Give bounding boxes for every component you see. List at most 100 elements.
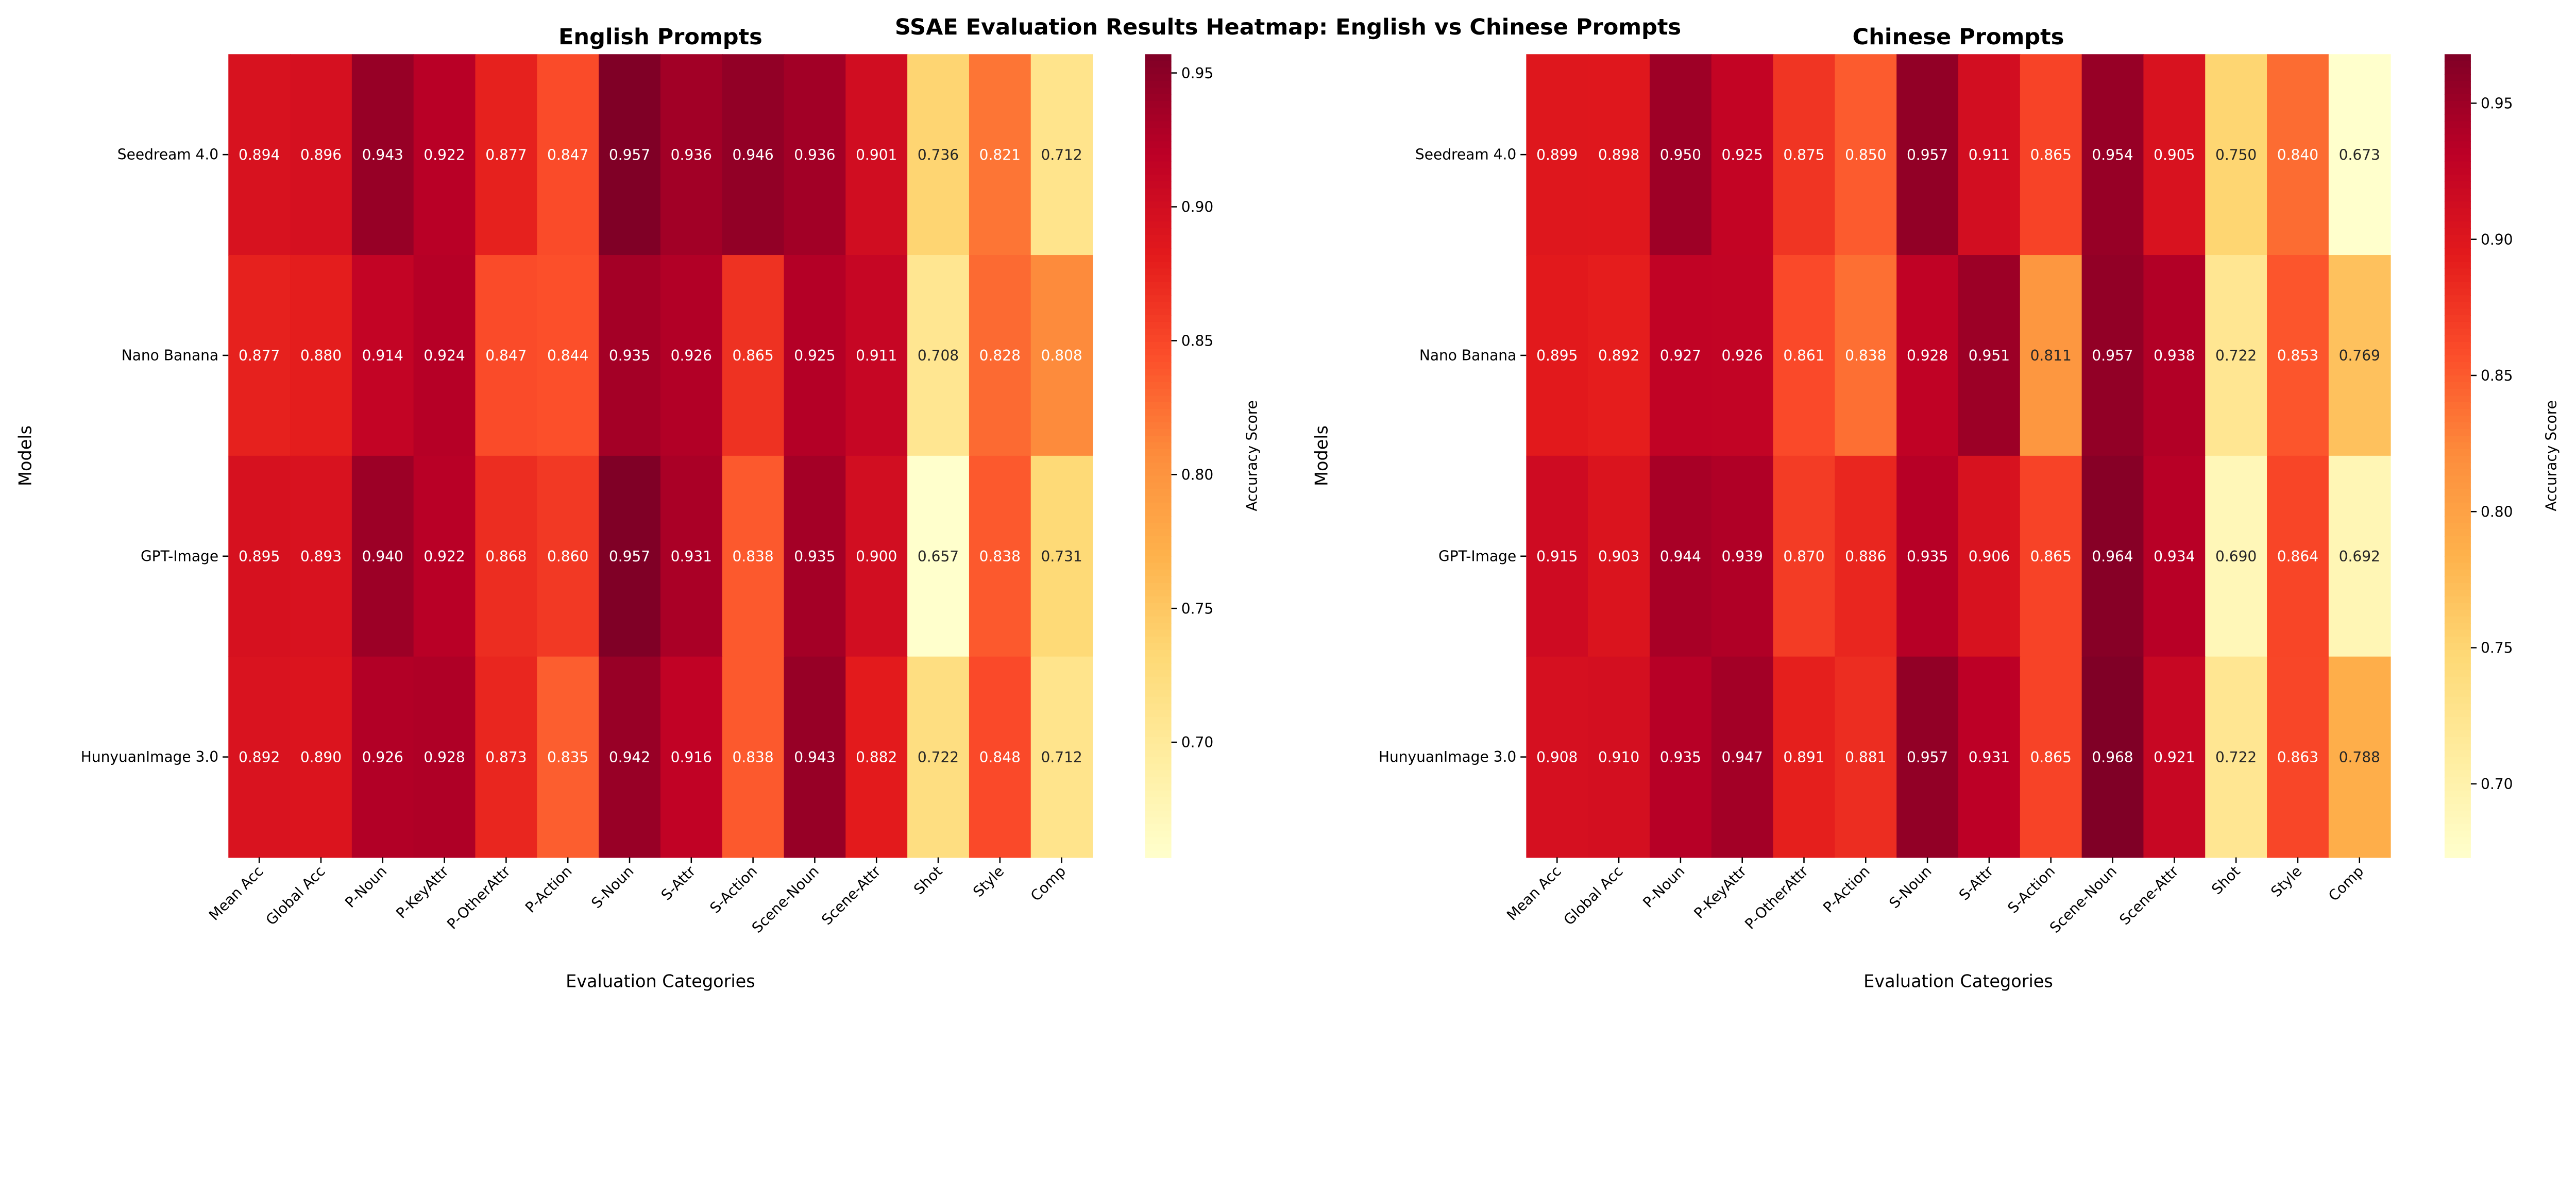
colorbar-segment	[2444, 629, 2471, 637]
cell-value-label: 0.911	[1969, 146, 2010, 163]
colorbar-segment	[2444, 382, 2471, 390]
heatmap-cell	[722, 54, 785, 256]
colorbar-segment	[1145, 415, 1172, 423]
heatmap-cell	[475, 455, 538, 657]
colorbar-segment	[2444, 341, 2471, 350]
y-tick-label: Seedream 4.0	[117, 146, 218, 163]
cell-value-label: 0.957	[1907, 749, 1948, 766]
colorbar-segment	[1145, 837, 1172, 845]
colorbar-segment	[2444, 723, 2471, 731]
colorbar-segment	[1145, 804, 1172, 811]
heatmap-cell	[1773, 656, 1836, 858]
heatmap-cell	[2081, 54, 2144, 256]
cell-value-label: 0.950	[1660, 146, 1701, 163]
colorbar-segment	[2444, 556, 2471, 564]
cell-value-label: 0.964	[2092, 548, 2133, 565]
colorbar-segment	[2444, 262, 2471, 269]
x-tick-label: Global Acc	[263, 863, 329, 929]
colorbar-segment	[2444, 609, 2471, 618]
heatmap-cell	[2143, 656, 2206, 858]
heatmap-cell	[1835, 656, 1897, 858]
figure-title: SSAE Evaluation Results Heatmap: English…	[895, 14, 1681, 40]
heatmap-cell	[2205, 255, 2267, 456]
heatmap-cell	[660, 255, 723, 456]
colorbar-segment	[1145, 596, 1172, 604]
colorbar-segment	[1145, 121, 1172, 129]
cell-value-label: 0.934	[2154, 548, 2195, 565]
cell-value-label: 0.891	[1783, 749, 1824, 766]
colorbar-segment	[2444, 422, 2471, 430]
colorbar-segment	[1145, 783, 1172, 791]
colorbar-segment	[1145, 134, 1172, 142]
colorbar-segment	[2444, 228, 2471, 236]
colorbar-segment	[2444, 643, 2471, 651]
colorbar-segment	[2444, 195, 2471, 202]
colorbar-segment	[1145, 710, 1172, 717]
cell-value-label: 0.938	[2154, 347, 2195, 364]
heatmap-cell	[413, 455, 476, 657]
cell-value-label: 0.838	[979, 548, 1021, 565]
heatmap-cell	[845, 54, 908, 256]
colorbar-segment	[2444, 663, 2471, 671]
heatmap-cell	[2020, 656, 2082, 858]
colorbar-segment	[1145, 737, 1172, 744]
heatmap-cell	[1588, 54, 1650, 256]
colorbar-segment	[1145, 763, 1172, 771]
x-tick-label: Mean Acc	[1503, 863, 1565, 924]
colorbar-segment	[1145, 583, 1172, 591]
colorbar-segment	[2444, 683, 2471, 691]
colorbar-segment	[1145, 830, 1172, 838]
colorbar-segment	[2444, 141, 2471, 149]
colorbar-segment	[2444, 817, 2471, 825]
colorbar-segment	[1145, 777, 1172, 784]
cell-value-label: 0.865	[2030, 146, 2072, 163]
colorbar-segment	[2444, 844, 2471, 851]
heatmap-cell	[228, 455, 291, 657]
colorbar-segment	[1145, 295, 1172, 303]
cell-value-label: 0.870	[1783, 548, 1824, 565]
heatmap-cell	[2267, 255, 2329, 456]
heatmap-cell	[537, 255, 600, 456]
heatmap-cell	[969, 54, 1031, 256]
colorbar-segment	[2444, 804, 2471, 811]
cell-value-label: 0.928	[1907, 347, 1948, 364]
x-tick-label: Mean Acc	[206, 863, 267, 924]
cell-value-label: 0.708	[918, 347, 959, 364]
colorbar-segment	[2444, 429, 2471, 437]
heatmap-cell	[1030, 54, 1093, 256]
colorbar-segment	[2444, 282, 2471, 289]
cell-value-label: 0.899	[1536, 146, 1578, 163]
colorbar-segment	[2444, 824, 2471, 831]
heatmap-cell	[290, 455, 352, 657]
colorbar-segment	[2444, 402, 2471, 410]
colorbar-segment	[2444, 175, 2471, 182]
cell-value-label: 0.925	[1722, 146, 1763, 163]
colorbar-tick-label: 0.90	[1181, 199, 1213, 216]
colorbar-segment	[1145, 309, 1172, 316]
colorbar-segment	[1145, 348, 1172, 356]
cell-value-label: 0.905	[2154, 146, 2195, 163]
colorbar-segment	[2444, 509, 2471, 517]
heatmap-cell	[1030, 656, 1093, 858]
colorbar-segment	[2444, 74, 2471, 82]
heatmap-cell	[1896, 656, 1959, 858]
colorbar-segment	[1145, 181, 1172, 189]
cell-value-label: 0.657	[918, 548, 959, 565]
colorbar-segment	[1145, 242, 1172, 249]
colorbar-segment	[2444, 201, 2471, 209]
heatmap-cell	[1588, 656, 1650, 858]
cell-value-label: 0.926	[1722, 347, 1763, 364]
colorbar-segment	[1145, 556, 1172, 564]
colorbar-segment	[1145, 215, 1172, 223]
heatmap-cell	[351, 656, 414, 858]
colorbar-segment	[2444, 114, 2471, 122]
colorbar-segment	[2444, 743, 2471, 751]
heatmap-cell	[2328, 656, 2391, 858]
colorbar-segment	[1145, 61, 1172, 69]
heatmap-cell	[1526, 255, 1589, 456]
cell-value-label: 0.916	[671, 749, 712, 766]
colorbar-segment	[2444, 623, 2471, 631]
colorbar-segment	[1145, 328, 1172, 336]
heatmap-cell	[475, 255, 538, 456]
colorbar-segment	[1145, 168, 1172, 176]
